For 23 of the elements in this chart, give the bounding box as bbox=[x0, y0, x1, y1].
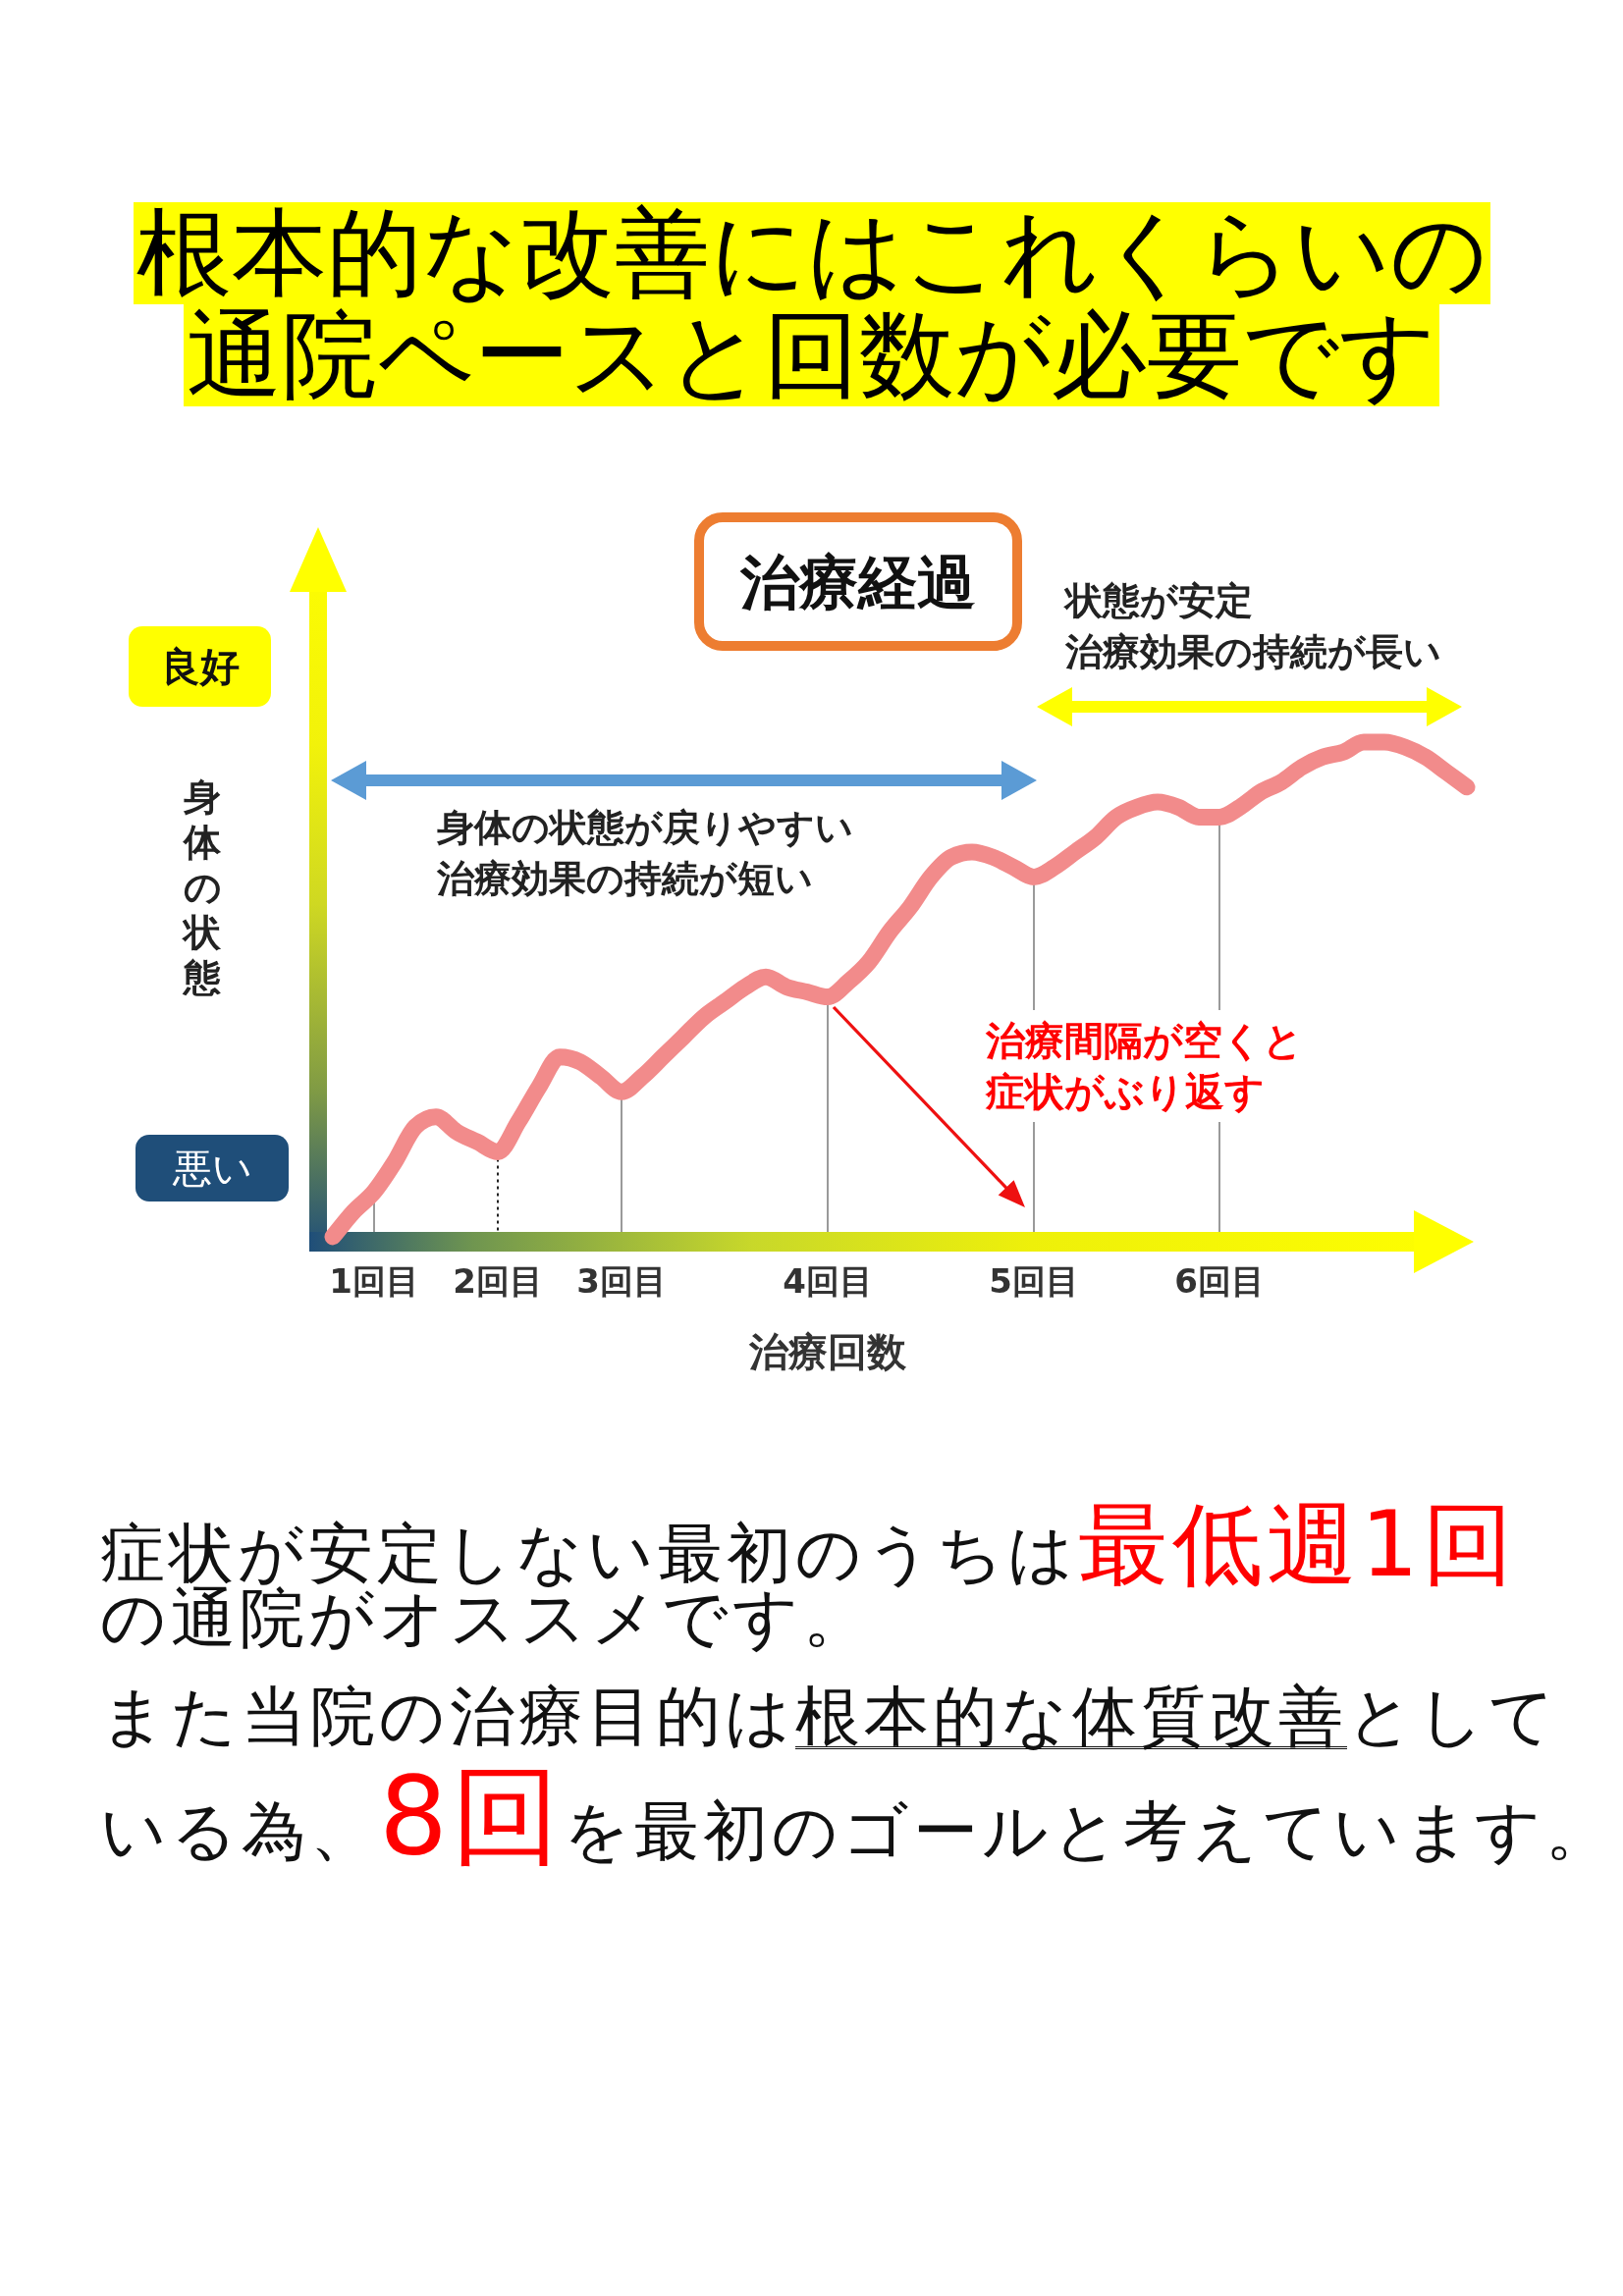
text: また当院の治療目的は bbox=[100, 1679, 795, 1754]
text: いる為、 bbox=[100, 1793, 379, 1869]
text: 状態が安定 bbox=[1063, 579, 1253, 622]
text: 治療効果の持続が長い bbox=[1064, 630, 1441, 673]
y-axis-title: 身体の状態 bbox=[182, 775, 222, 999]
x-axis-title: 治療回数 bbox=[748, 1329, 907, 1374]
x-tick-label: 6回目 bbox=[1174, 1261, 1265, 1301]
text: 8回 bbox=[379, 1753, 564, 1879]
x-tick-label: 2回目 bbox=[453, 1261, 543, 1301]
x-tick-label: 3回目 bbox=[576, 1261, 667, 1301]
text: 良好 bbox=[160, 644, 240, 689]
text: 悪い bbox=[171, 1146, 252, 1191]
annotation: 身体の状態が戻りやすい治療効果の持続が短い bbox=[436, 806, 853, 900]
x-tick-label: 5回目 bbox=[989, 1261, 1079, 1301]
text: を最初のゴールと考えています。 bbox=[564, 1793, 1614, 1869]
chart-subtitle: 治療経過 bbox=[739, 548, 976, 616]
text: 最低週1回 bbox=[1078, 1492, 1517, 1597]
text: 根本的な体質改善 bbox=[795, 1679, 1347, 1754]
x-tick-label: 1回目 bbox=[329, 1261, 419, 1301]
text: として bbox=[1347, 1679, 1559, 1754]
x-tick-label: 4回目 bbox=[783, 1261, 873, 1301]
chart-title: 根本的な改善にはこれくらいの通院ペースと回数が必要です bbox=[135, 197, 1488, 410]
annotation: 治療間隔が空くと症状がぶり返す bbox=[985, 1018, 1303, 1114]
